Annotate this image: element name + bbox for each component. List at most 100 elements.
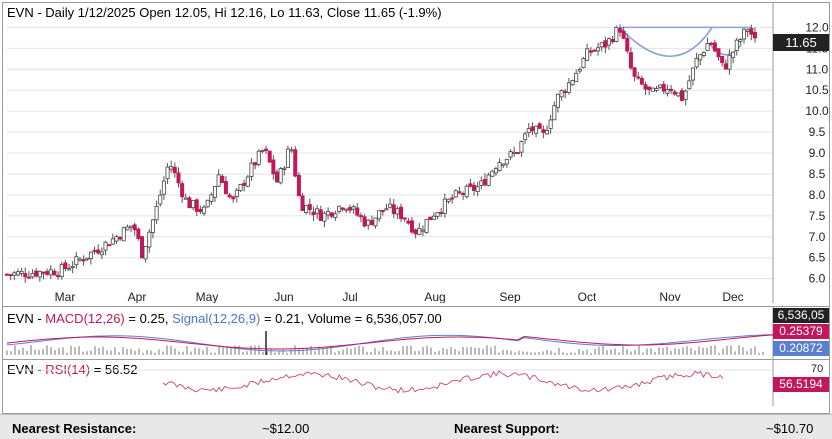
macd-value: = 0.25, xyxy=(128,311,169,326)
candle-up xyxy=(48,269,53,276)
candle-down xyxy=(5,273,10,276)
candle-down xyxy=(347,207,352,211)
candle-down xyxy=(669,88,674,92)
candle-up xyxy=(745,29,750,32)
candle-up xyxy=(77,258,82,261)
y-tick-label: 8.5 xyxy=(809,167,826,181)
candle-up xyxy=(256,150,261,165)
candle-down xyxy=(253,162,258,166)
candle-down xyxy=(617,28,622,33)
candle-up xyxy=(85,257,90,260)
candle-up xyxy=(333,213,338,218)
candle-down xyxy=(340,207,345,210)
candle-up xyxy=(165,166,170,180)
candle-down xyxy=(450,197,455,200)
candle-down xyxy=(118,237,123,240)
candle-up xyxy=(534,125,539,134)
candle-down xyxy=(428,216,433,221)
candle-up xyxy=(654,88,659,91)
candle-down xyxy=(318,209,323,221)
candle-up xyxy=(701,52,706,56)
candle-down xyxy=(380,210,385,213)
candle-down xyxy=(413,229,418,235)
candle-up xyxy=(326,211,331,216)
candle-up xyxy=(238,184,243,192)
x-tick-label: Mar xyxy=(55,290,76,303)
candle-down xyxy=(661,84,666,92)
candle-down xyxy=(461,193,466,196)
candle-up xyxy=(67,268,72,271)
macd-line xyxy=(6,334,774,350)
candle-down xyxy=(329,212,334,217)
candle-down xyxy=(23,273,28,278)
candle-up xyxy=(245,176,250,187)
candle-down xyxy=(264,148,269,151)
candle-down xyxy=(603,40,608,48)
support-label: Nearest Support: xyxy=(454,421,560,436)
candle-up xyxy=(191,200,196,209)
candle-up xyxy=(158,194,163,205)
candle-down xyxy=(672,91,677,95)
support-resistance-bar: Nearest Resistance: ~$12.00 Nearest Supp… xyxy=(0,414,832,439)
candle-up xyxy=(705,43,710,51)
y-tick-label: 8.0 xyxy=(809,188,826,202)
candle-up xyxy=(446,198,451,202)
x-tick-label: Apr xyxy=(128,290,147,303)
candle-down xyxy=(515,152,520,155)
candle-up xyxy=(351,206,356,210)
candle-up xyxy=(322,212,327,222)
candle-down xyxy=(311,211,316,216)
x-tick-label: Nov xyxy=(659,290,680,303)
candle-down xyxy=(56,275,61,278)
candle-up xyxy=(15,271,20,276)
macd-chart xyxy=(6,307,774,359)
candle-up xyxy=(523,133,528,141)
candle-down xyxy=(643,84,648,90)
candle-up xyxy=(121,227,126,242)
candle-up xyxy=(486,174,491,186)
candle-up xyxy=(683,90,688,100)
candle-up xyxy=(183,197,188,200)
handle-curve xyxy=(709,43,743,56)
candle-up xyxy=(234,189,239,197)
y-tick-label: 12.0 xyxy=(805,20,829,34)
candle-down xyxy=(472,184,477,191)
y-tick-label: 9.0 xyxy=(809,146,826,160)
candle-up xyxy=(526,128,531,134)
candle-up xyxy=(205,199,210,208)
candle-down xyxy=(275,171,280,183)
candle-down xyxy=(81,259,86,262)
candle-down xyxy=(720,55,725,63)
candle-up xyxy=(431,215,436,220)
chart-frame: EVN - Daily 1/12/2025 Open 12.05, Hi 12.… xyxy=(2,2,830,414)
candle-down xyxy=(391,204,396,215)
candle-up xyxy=(566,82,571,93)
x-tick-label: Aug xyxy=(424,290,445,303)
candle-up xyxy=(493,168,498,174)
candle-up xyxy=(574,72,579,83)
candle-up xyxy=(698,54,703,61)
candle-down xyxy=(362,216,367,227)
candle-down xyxy=(537,123,542,129)
candle-up xyxy=(504,158,509,165)
candle-up xyxy=(37,270,42,278)
candle-down xyxy=(716,48,721,58)
candle-down xyxy=(136,228,141,239)
macd-label: MACD(12,26) xyxy=(45,311,125,326)
resistance-label: Nearest Resistance: xyxy=(12,421,137,436)
candle-up xyxy=(501,163,506,166)
candle-up xyxy=(676,92,681,97)
candle-up xyxy=(519,141,524,153)
candle-up xyxy=(453,190,458,198)
candle-down xyxy=(457,191,462,194)
candle-up xyxy=(384,208,389,211)
candle-up xyxy=(650,87,655,92)
candle-up xyxy=(734,39,739,51)
candle-up xyxy=(30,273,35,278)
candle-down xyxy=(63,262,68,269)
candle-down xyxy=(410,220,415,233)
y-tick-label: 9.5 xyxy=(809,125,826,139)
candle-up xyxy=(216,174,221,187)
candle-down xyxy=(355,207,360,216)
candle-down xyxy=(96,249,101,254)
